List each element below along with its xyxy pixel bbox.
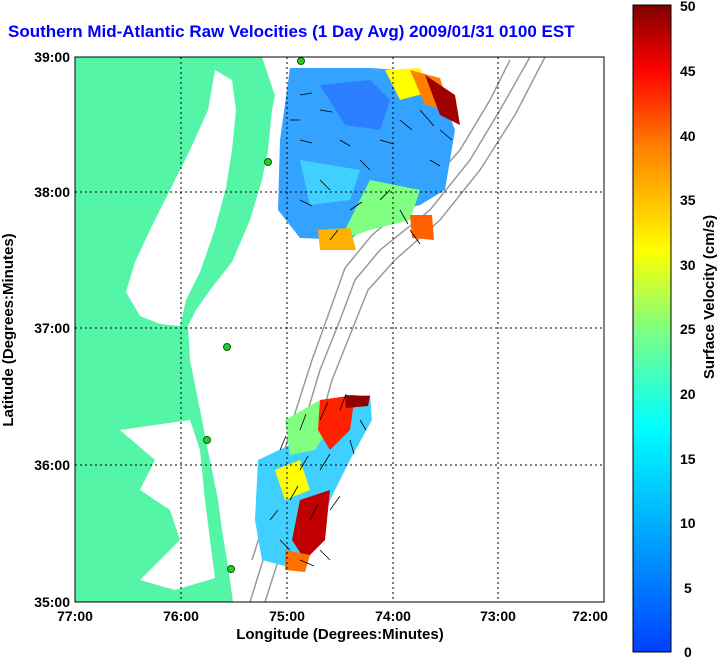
colorbar-tick: 30 bbox=[680, 257, 696, 273]
x-axis-ticks: 77:00 76:00 75:00 74:00 73:00 72:00 bbox=[57, 608, 608, 624]
y-tick: 39:00 bbox=[34, 49, 70, 65]
plot-frame bbox=[74, 56, 605, 603]
colorbar-ticks: 50 45 40 35 30 25 20 15 10 5 0 bbox=[680, 0, 696, 659]
x-axis-label: Longitude (Degrees:Minutes) bbox=[236, 626, 444, 643]
colorbar bbox=[632, 4, 672, 653]
y-axis-label: Latitude (Degrees:Minutes) bbox=[0, 233, 17, 426]
radar-stations bbox=[203, 57, 305, 573]
colorbar-tick: 40 bbox=[680, 128, 696, 144]
grid-lines bbox=[75, 57, 604, 602]
colorbar-tick: 50 bbox=[680, 0, 696, 14]
colorbar-tick: 10 bbox=[680, 515, 696, 531]
y-tick: 35:00 bbox=[34, 594, 70, 610]
north-coverage bbox=[278, 68, 460, 250]
x-tick: 75:00 bbox=[269, 608, 305, 624]
colorbar-tick: 45 bbox=[680, 63, 696, 79]
colorbar-tick: 20 bbox=[680, 386, 696, 402]
x-tick: 77:00 bbox=[57, 608, 93, 624]
land-mass bbox=[75, 57, 278, 602]
pamlico-sound bbox=[120, 420, 215, 590]
colorbar-tick: 35 bbox=[680, 192, 696, 208]
colorbar-tick: 25 bbox=[680, 321, 696, 337]
colorbar-tick: 5 bbox=[684, 580, 692, 596]
y-axis-ticks: 39:00 38:00 37:00 36:00 35:00 bbox=[34, 49, 70, 610]
map-title: Southern Mid-Atlantic Raw Velocities (1 … bbox=[8, 22, 575, 41]
x-tick: 76:00 bbox=[163, 608, 199, 624]
y-tick: 36:00 bbox=[34, 457, 70, 473]
south-coverage bbox=[255, 395, 372, 572]
x-tick: 74:00 bbox=[375, 608, 411, 624]
x-tick: 72:00 bbox=[572, 608, 608, 624]
colorbar-label: Surface Velocity (cm/s) bbox=[701, 215, 718, 379]
y-tick: 38:00 bbox=[34, 184, 70, 200]
x-tick: 73:00 bbox=[480, 608, 516, 624]
colorbar-tick: 0 bbox=[684, 644, 692, 659]
velocity-vectors bbox=[269, 92, 453, 567]
y-tick: 37:00 bbox=[34, 320, 70, 336]
colorbar-tick: 15 bbox=[680, 451, 696, 467]
